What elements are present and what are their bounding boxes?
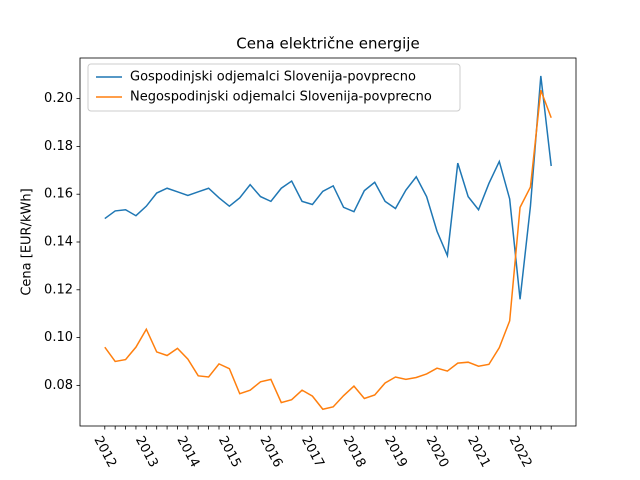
- y-tick-label: 0.18: [44, 139, 73, 154]
- y-tick-label: 0.20: [44, 91, 73, 106]
- legend-label: Negospodinjski odjemalci Slovenija-povpr…: [130, 90, 432, 105]
- legend-label: Gospodinjski odjemalci Slovenija-povprec…: [130, 70, 416, 85]
- y-tick-label: 0.16: [44, 187, 73, 202]
- y-tick-label: 0.10: [44, 330, 73, 345]
- chart-title: Cena električne energije: [236, 35, 419, 53]
- y-tick-label: 0.14: [44, 235, 73, 250]
- legend: Gospodinjski odjemalci Slovenija-povprec…: [87, 63, 461, 112]
- line-series: [104, 75, 552, 300]
- y-tick-label: 0.12: [44, 282, 73, 297]
- y-tick-label: 0.08: [44, 378, 73, 393]
- plot-frame: [79, 57, 577, 427]
- line-series: [104, 89, 552, 411]
- legend-box: [87, 63, 461, 112]
- y-axis-label: Cena [EUR/kWh]: [20, 188, 35, 295]
